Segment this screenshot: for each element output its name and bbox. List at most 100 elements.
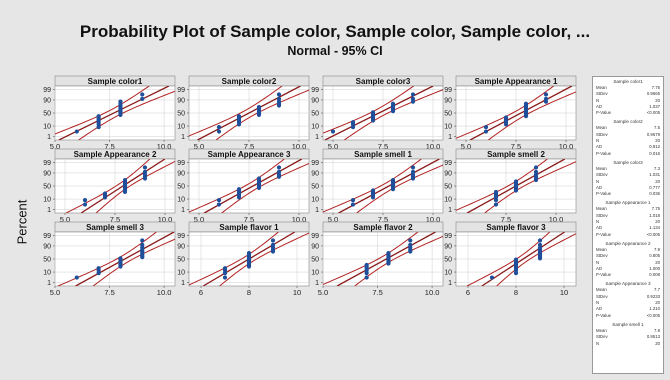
panel-9: Sample smell 3 99 90 50 10 15.0 7.5 10.0 [43, 221, 176, 297]
x-tick-label: 10.0 [292, 215, 307, 224]
legend-stat-value: 0.805 [649, 253, 660, 259]
y-tick-label: 1 [448, 207, 452, 214]
legend-stat-label: Mean [596, 206, 607, 212]
y-tick-label: 99 [43, 160, 51, 167]
x-tick-label: 7.5 [378, 215, 388, 224]
y-tick-label: 90 [444, 170, 452, 177]
data-point [330, 129, 336, 134]
legend-group: Sample color2 Mean 7.5 StDev 0.9679 N 20 AD 0.91… [593, 117, 663, 157]
x-tick-label: 7.5 [110, 215, 120, 224]
legend-stat-value: 1.018 [649, 212, 660, 218]
legend-stat-row: Mean 7.75 [596, 206, 660, 212]
y-tick-label: 90 [311, 243, 319, 250]
data-point [408, 238, 413, 243]
legend-stat-label: StDev [596, 172, 608, 178]
y-tick-label: 1 [181, 280, 185, 287]
y-tick-label: 10 [444, 197, 452, 204]
legend-stat-row: P-Value 0.036 [596, 191, 660, 197]
ci-lower-band [323, 232, 419, 286]
panel-2: Sample color2 99 90 50 10 1 5.0 7.5 10.0 [177, 75, 310, 151]
data-point [543, 96, 549, 102]
panel-title: Sample flavor 2 [353, 223, 413, 232]
y-tick-label: 10 [177, 124, 185, 131]
legend-stat-label: AD [596, 306, 602, 312]
y-tick-label: 90 [311, 170, 319, 177]
legend-stat-label: N [596, 219, 600, 225]
legend-stat-value: 7.8 [654, 327, 660, 333]
data-point [537, 242, 543, 248]
legend-stat-value: 7.9 [654, 246, 660, 252]
y-tick-label: 1 [448, 280, 452, 287]
data-point [350, 197, 356, 203]
data-point [270, 242, 276, 248]
legend-stat-label: Mean [596, 85, 607, 90]
y-tick-label: 99 [444, 160, 452, 167]
data-point [489, 275, 495, 280]
chart-title: Probability Plot of Sample color, Sample… [79, 22, 591, 41]
panel-marks [57, 232, 175, 286]
x-tick-label: 7.5 [244, 215, 254, 224]
data-point [493, 202, 499, 207]
legend-stat-label: Mean [596, 165, 607, 171]
y-tick-label: 90 [444, 243, 452, 250]
y-tick-label: 10 [444, 270, 452, 277]
x-tick-label: 7.5 [511, 142, 521, 151]
y-tick-label: 99 [177, 233, 185, 240]
legend-stat-label: P-Value [596, 272, 611, 278]
x-tick-label: 7.5 [501, 215, 511, 224]
ci-lower-band [323, 159, 422, 213]
y-tick-label: 90 [311, 97, 319, 104]
panel-title: Sample Appearance 1 [475, 77, 558, 86]
legend-stat-row: StDev 0.9233 [596, 294, 660, 300]
data-point [533, 169, 539, 175]
y-tick-label: 90 [177, 97, 185, 104]
data-point [370, 110, 376, 115]
data-point [118, 99, 123, 104]
data-point [390, 101, 396, 106]
legend-stat-value: <0.005 [646, 110, 660, 116]
legend-stat-row: N 20 [596, 138, 660, 144]
data-point [140, 92, 145, 97]
data-point [386, 250, 391, 256]
legend-stat-label: P-Value [596, 231, 611, 237]
ci-upper-band [221, 162, 309, 213]
legend-stat-row: AD 1.037 [596, 104, 660, 110]
panel-marks [189, 86, 309, 140]
legend-stat-label: StDev [596, 334, 608, 340]
data-point [118, 256, 123, 261]
data-point [408, 242, 413, 248]
legend-stat-row: P-Value <0.005 [596, 313, 660, 319]
legend-stat-row: N 20 [596, 98, 660, 104]
panel-title: Sample smell 3 [86, 223, 144, 232]
data-point [256, 176, 262, 181]
y-tick-label: 10 [43, 270, 51, 277]
statistics-legend: Sample color1 Mean 7.75 StDev 0.9665 N 20 AD 1.0… [592, 76, 664, 374]
data-point [390, 177, 396, 183]
legend-group-title: Sample Appearance 1 [605, 200, 651, 206]
legend-stat-row: N 20 [596, 179, 660, 185]
ci-lower-band [55, 86, 150, 135]
y-tick-label: 10 [177, 270, 185, 277]
panel-title: Sample flavor 1 [219, 223, 279, 232]
legend-stat-row: N 20 [596, 260, 660, 266]
legend-stat-value: 0.008 [649, 272, 660, 278]
data-point [410, 169, 416, 175]
data-point [236, 114, 242, 119]
data-point [543, 92, 549, 97]
y-tick-label: 50 [43, 184, 51, 191]
data-point [96, 114, 101, 119]
ci-lower-band [323, 86, 415, 134]
data-point [364, 262, 369, 268]
legend-stat-label: AD [596, 103, 602, 109]
fit-line [324, 86, 434, 140]
panel-10: Sample flavor 1 99 90 50 10 1 6 8 10 [177, 221, 310, 297]
legend-stat-row: AD 0.777 [596, 185, 660, 191]
legend-stat-row: P-Value 0.016 [596, 151, 660, 157]
legend-stat-value: 7.3 [654, 165, 660, 171]
legend-stat-label: P-Value [596, 312, 611, 318]
panel-11: Sample flavor 2 99 90 50 10 15.0 7.5 10.0 [311, 221, 444, 297]
y-tick-label: 10 [43, 197, 51, 204]
legend-stat-row: StDev 0.9679 [596, 132, 660, 138]
legend-stat-value: 0.9513 [646, 334, 660, 340]
